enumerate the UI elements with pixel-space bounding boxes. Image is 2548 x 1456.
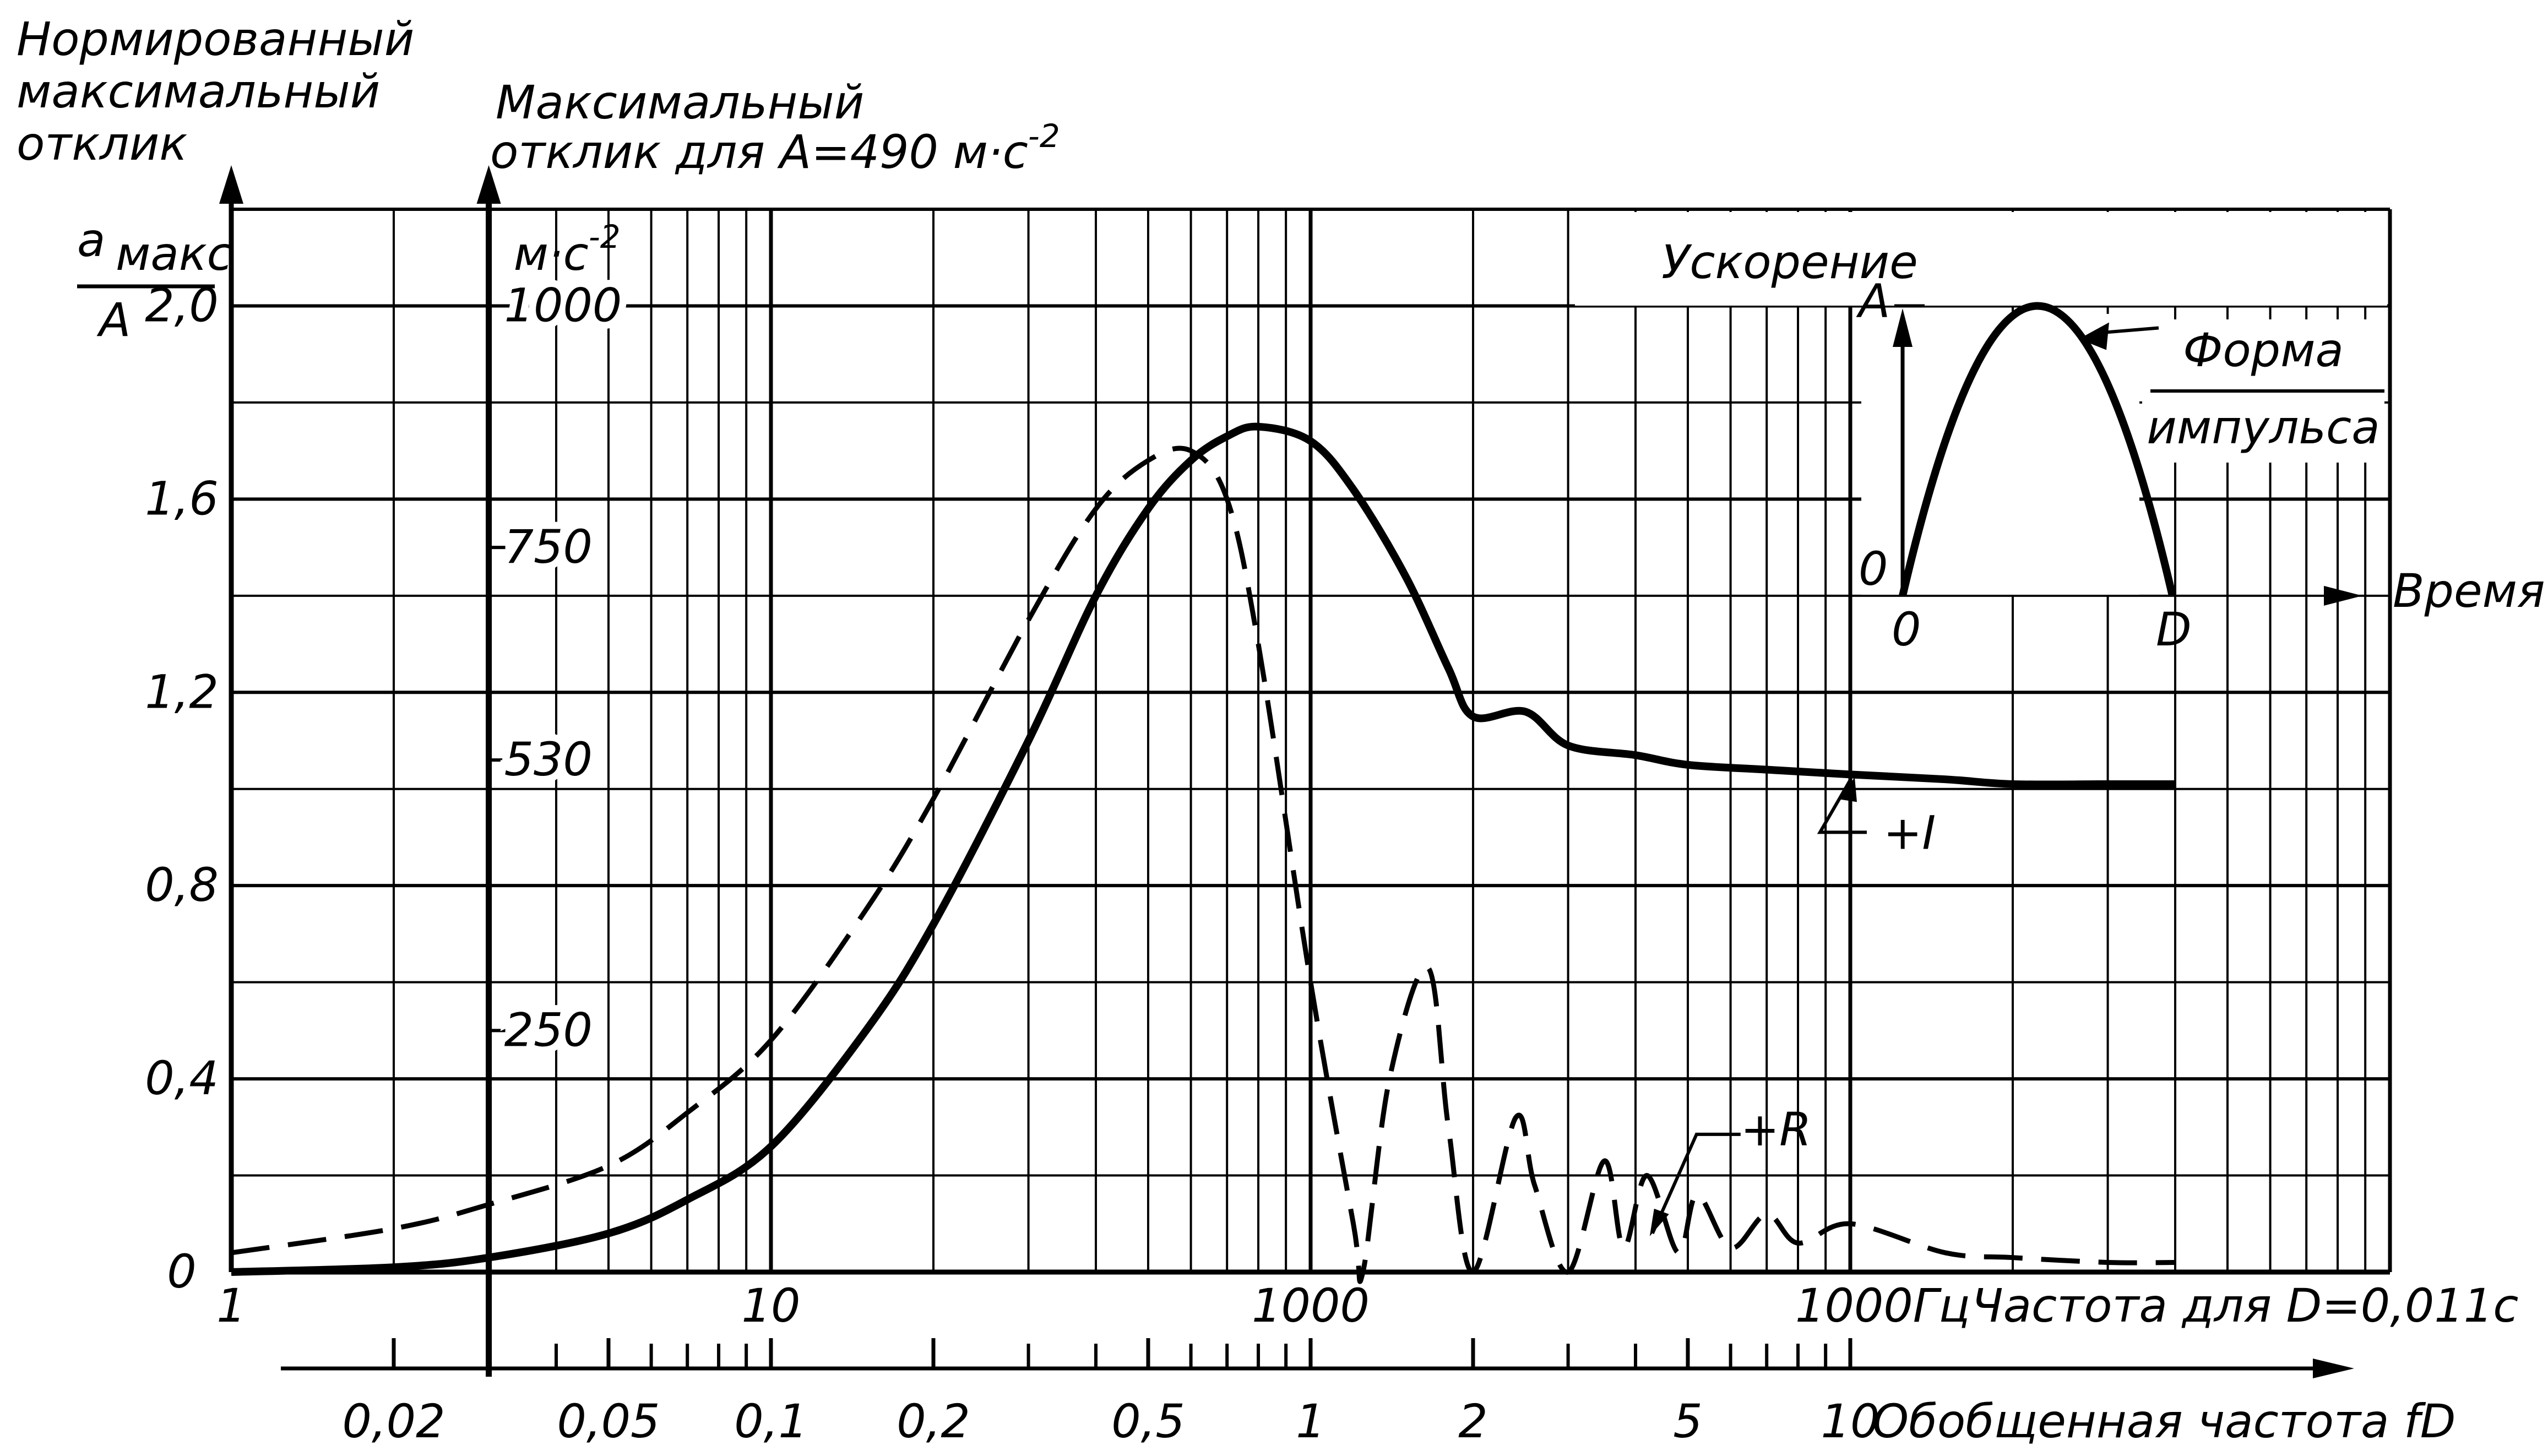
- left-title-line-1: Нормированный: [17, 12, 414, 66]
- inset-label-zero-y: 0: [1859, 542, 1888, 596]
- plus-r-leader: [1651, 1132, 1741, 1235]
- generalized-axis-arrow: [2313, 1359, 2354, 1378]
- middle-tick-label: 1000: [504, 278, 622, 332]
- middle-title-line-2: отклик для A=490 м·с-2: [490, 117, 1060, 179]
- axes: [219, 165, 2390, 1378]
- series-lines: +I +R: [231, 422, 2176, 1284]
- left-tick-label: 0,4: [145, 1051, 219, 1105]
- plus-i-leader: [1817, 779, 1867, 834]
- middle-tick-label: 750: [504, 520, 593, 574]
- left-title-line-3: отклик: [17, 117, 187, 171]
- inset-y-arrow: [1893, 308, 1913, 347]
- generalized-tick-label: 0,02: [342, 1394, 445, 1448]
- generalized-tick-label: 0,05: [557, 1394, 660, 1448]
- hz-axis-label: Частота для D=0,011с: [1971, 1279, 2518, 1333]
- generalized-tick-label: 5: [1673, 1394, 1702, 1448]
- hz-tick-label: 1000Гц: [1795, 1279, 1970, 1333]
- series-line-plus-r: [231, 446, 2176, 1284]
- middle-axis-unit: м·с-2: [514, 218, 621, 281]
- inset-x-arrow: [2324, 585, 2362, 606]
- inset-pulse-diagram: Ускорение Форма импульса A 00 D Время: [1575, 212, 2545, 656]
- inset-shape-label-line1: Форма: [2183, 323, 2344, 377]
- middle-axis-unit-superscript: -2: [589, 218, 621, 256]
- middle-tick-label: 250: [504, 1003, 593, 1057]
- inset-title: Ускорение: [1661, 235, 1918, 289]
- hz-tick-label: 1: [216, 1279, 246, 1333]
- generalized-tick-label: 2: [1458, 1394, 1487, 1448]
- middle-tick-label: 530: [504, 732, 593, 786]
- inset-label-zero-x: 0: [1892, 602, 1921, 656]
- generalized-axis-label: Обобщенная частота fD: [1872, 1394, 2455, 1448]
- left-axis-label-den: A: [96, 293, 131, 347]
- plus-r-label: +R: [1741, 1102, 1812, 1156]
- inset-label-time: Время: [2393, 564, 2545, 618]
- plus-i-arrowhead: [1839, 777, 1857, 802]
- inset-pulse-curve: [1899, 302, 2176, 597]
- plus-r-arrowhead: [1649, 1208, 1669, 1236]
- middle-title-superscript: -2: [1028, 117, 1060, 155]
- generalized-tick-label: 10: [1821, 1394, 1880, 1448]
- left-tick-label: 0: [167, 1245, 196, 1299]
- left-axis-label-a: a: [77, 213, 105, 267]
- left-title-line-2: максимальный: [17, 64, 380, 118]
- left-axis-arrow: [219, 165, 243, 204]
- hz-tick-label: 1000: [1252, 1279, 1370, 1333]
- inset-pointer-arrowhead: [2079, 322, 2109, 350]
- series-line-plus-i: [231, 422, 2176, 1276]
- inset-shape-label-line2: импульса: [2147, 400, 2379, 454]
- left-tick-label: 1,6: [145, 471, 219, 525]
- left-axis-label-sub: макс: [116, 227, 232, 281]
- inset-label-a: A: [1856, 274, 1890, 328]
- plus-i-label: +I: [1883, 806, 1936, 860]
- inset-title-box: [1575, 212, 2387, 306]
- left-tick-label: 1,2: [145, 665, 219, 719]
- middle-title-line-1: Максимальный: [496, 75, 864, 129]
- generalized-tick-label: 0,2: [897, 1394, 970, 1448]
- hz-tick-label: 10: [742, 1279, 801, 1333]
- left-tick-label: 0,8: [145, 858, 219, 912]
- inset-label-d: D: [2156, 602, 2192, 656]
- generalized-tick-label: 1: [1296, 1394, 1325, 1448]
- generalized-tick-label: 0,1: [734, 1394, 808, 1448]
- middle-axis-arrow: [476, 165, 501, 204]
- generalized-tick-label: 0,5: [1111, 1394, 1185, 1448]
